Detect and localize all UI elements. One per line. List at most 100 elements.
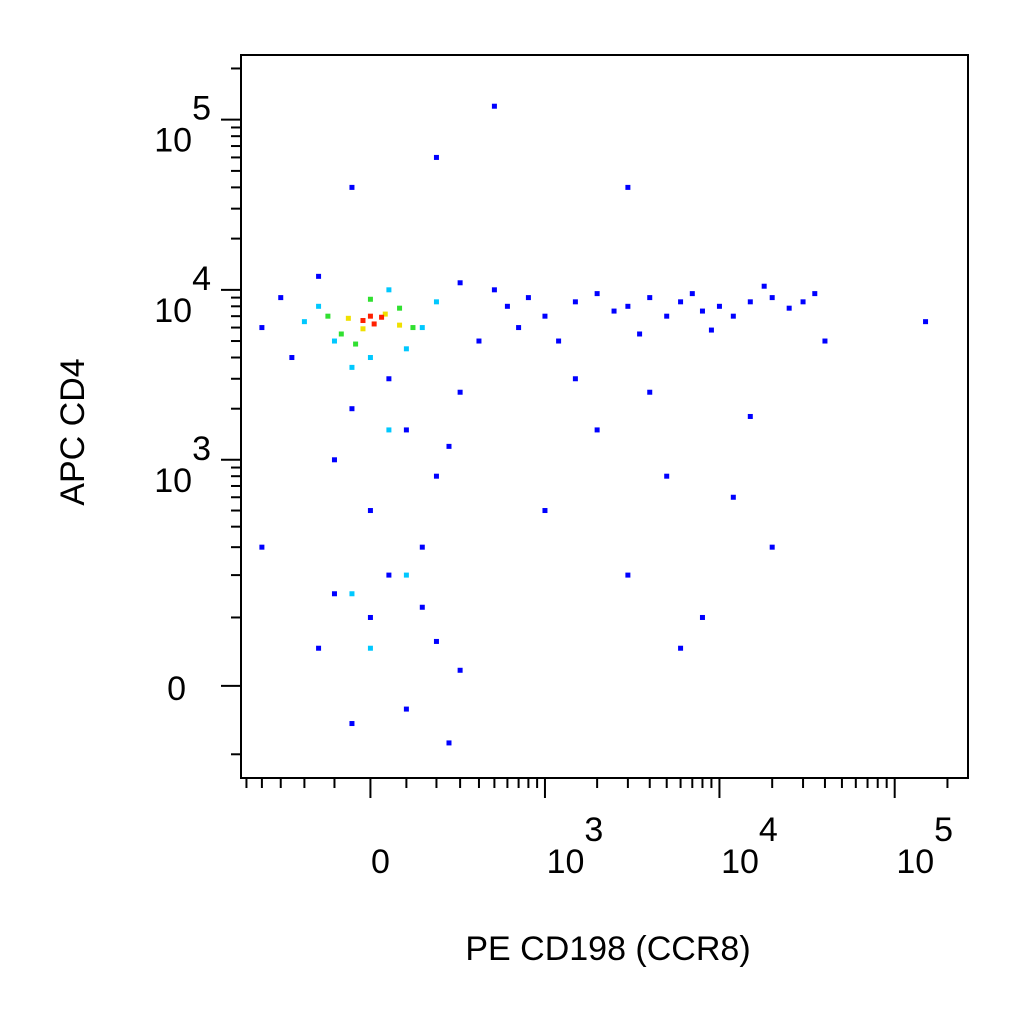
point xyxy=(812,291,818,297)
point xyxy=(349,364,355,370)
point xyxy=(516,325,522,331)
point xyxy=(678,645,684,651)
point xyxy=(360,326,366,332)
point xyxy=(708,327,714,333)
point xyxy=(594,291,600,297)
point xyxy=(699,308,705,314)
tick-label-base: 10 xyxy=(154,292,192,330)
point xyxy=(386,287,392,293)
point xyxy=(457,280,463,286)
point xyxy=(504,303,510,309)
point xyxy=(446,443,452,449)
point xyxy=(403,346,409,352)
tick-label: 105 xyxy=(896,811,953,881)
point xyxy=(331,338,337,344)
point xyxy=(457,389,463,395)
point xyxy=(433,299,439,305)
point xyxy=(410,325,416,331)
point xyxy=(349,406,355,412)
point xyxy=(716,303,722,309)
point xyxy=(699,614,705,620)
point xyxy=(747,413,753,419)
point xyxy=(349,591,355,597)
point xyxy=(259,325,265,331)
point xyxy=(316,273,322,279)
point xyxy=(345,315,351,321)
point xyxy=(822,338,828,344)
point xyxy=(664,313,670,319)
point xyxy=(647,389,653,395)
y-axis-label: APC CD4 xyxy=(54,358,92,505)
point xyxy=(397,305,403,311)
x-axis-label: PE CD198 (CCR8) xyxy=(465,930,750,968)
tick-label-power: 4 xyxy=(192,260,211,298)
point xyxy=(403,706,409,712)
plot-frame xyxy=(240,54,969,779)
point xyxy=(572,299,578,305)
point xyxy=(403,572,409,578)
point xyxy=(301,319,307,325)
point xyxy=(491,287,497,293)
point xyxy=(360,318,366,324)
point xyxy=(367,614,373,620)
point xyxy=(730,494,736,500)
point xyxy=(316,645,322,651)
point xyxy=(289,355,295,361)
tick-label: 103 xyxy=(547,811,604,881)
point xyxy=(491,103,497,109)
point xyxy=(367,508,373,514)
tick-label-base: 10 xyxy=(896,843,934,881)
point xyxy=(637,331,643,337)
point xyxy=(338,331,344,337)
point xyxy=(761,283,767,289)
point xyxy=(419,325,425,331)
point xyxy=(386,427,392,433)
point xyxy=(386,376,392,382)
point xyxy=(572,376,578,382)
tick-label-base: 10 xyxy=(547,843,585,881)
point xyxy=(433,154,439,160)
point xyxy=(379,314,385,320)
point xyxy=(769,295,775,301)
tick-label: 104 xyxy=(721,811,778,881)
tick-label: 103 xyxy=(154,430,211,500)
point xyxy=(664,473,670,479)
point xyxy=(316,303,322,309)
point xyxy=(457,667,463,673)
point xyxy=(382,311,388,317)
point xyxy=(747,299,753,305)
point xyxy=(278,295,284,301)
tick-label-base: 10 xyxy=(721,843,759,881)
point xyxy=(433,473,439,479)
tick-label-power: 5 xyxy=(192,90,211,128)
tick-label-power: 3 xyxy=(192,430,211,468)
point xyxy=(367,355,373,361)
point xyxy=(367,313,373,319)
point xyxy=(259,544,265,550)
point xyxy=(325,313,331,319)
point xyxy=(611,308,617,314)
point xyxy=(542,508,548,514)
point xyxy=(403,427,409,433)
point xyxy=(419,544,425,550)
point xyxy=(594,427,600,433)
point xyxy=(769,544,775,550)
point xyxy=(349,184,355,190)
tick-label-power: 5 xyxy=(934,811,953,849)
point xyxy=(625,303,631,309)
point xyxy=(800,299,806,305)
point xyxy=(625,572,631,578)
tick-label-power: 3 xyxy=(584,811,603,849)
point xyxy=(923,319,929,325)
point xyxy=(386,572,392,578)
point xyxy=(647,295,653,301)
point xyxy=(367,645,373,651)
point xyxy=(367,296,373,302)
tick-label-base: 10 xyxy=(154,122,192,160)
point xyxy=(730,313,736,319)
point xyxy=(446,740,452,746)
point xyxy=(419,604,425,610)
tick-label: 0 xyxy=(167,670,186,708)
point xyxy=(786,305,792,311)
